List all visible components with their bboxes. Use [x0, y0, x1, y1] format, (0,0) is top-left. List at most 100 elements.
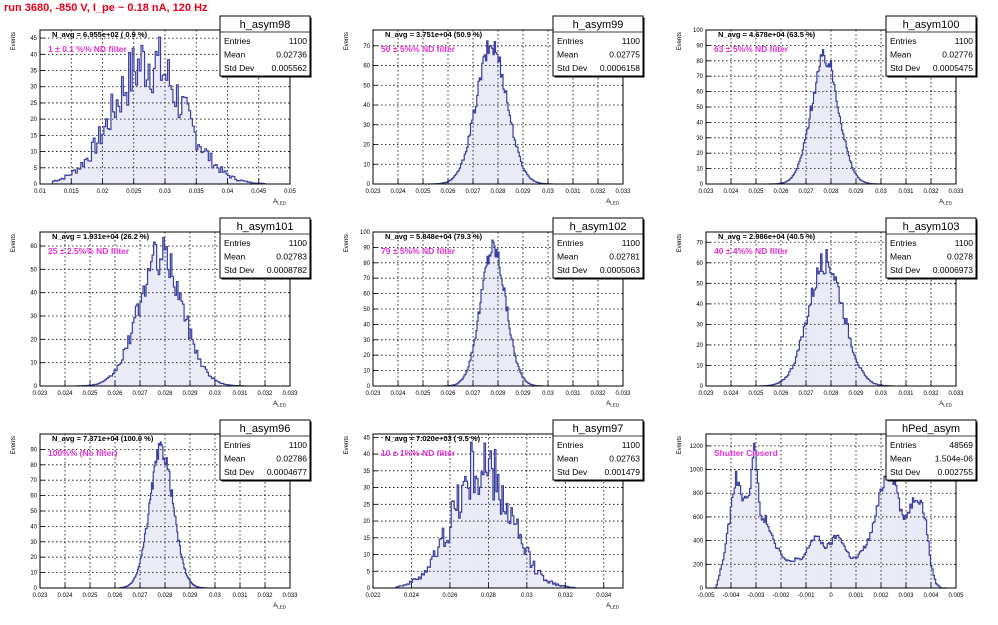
histogram-bin: [462, 379, 463, 386]
histogram-bin: [126, 348, 128, 386]
histogram-bin: [128, 584, 130, 588]
y-tick-label: 70: [363, 44, 370, 50]
x-tick-label: 0.023: [698, 391, 714, 397]
histogram-bin: [481, 63, 483, 184]
histogram-bin: [527, 382, 528, 386]
histogram-title: N_avg = 7.371e+04 (100.0 %): [52, 434, 154, 443]
histogram-bin: [173, 507, 175, 588]
histogram-bin: [503, 89, 505, 184]
histogram-bin: [805, 133, 807, 184]
histogram-bin: [473, 345, 474, 386]
histogram-bin: [413, 578, 416, 588]
histogram-bin: [185, 573, 187, 588]
histogram-bin: [416, 579, 419, 588]
histogram-bin: [490, 45, 492, 184]
y-tick-label: 90: [30, 447, 37, 453]
histogram-pad: 0.023 0.024 0.025 0.026 0.027 0.028 0.029 0.03 0…: [677, 15, 978, 206]
stats-label: Mean: [224, 50, 246, 60]
histogram-bin: [874, 383, 877, 386]
stats-label: Std Dev: [224, 63, 255, 73]
histogram-bin: [853, 355, 856, 386]
y-tick-label: 30: [363, 123, 370, 129]
histogram-bin: [457, 485, 459, 588]
histogram-bin: [495, 52, 497, 184]
histogram-bin: [500, 77, 502, 184]
histogram-bin: [467, 369, 468, 386]
histogram-bin: [833, 535, 835, 588]
histogram-bin: [540, 573, 543, 588]
histogram-bin: [470, 360, 471, 386]
x-tick-label: 0.031: [565, 189, 581, 195]
filter-note: 100%% (No filter): [48, 448, 118, 458]
histogram-bin: [825, 547, 828, 588]
histogram-bin: [873, 383, 875, 386]
histogram-bin: [791, 368, 793, 386]
histogram-bin: [538, 182, 540, 184]
histogram-bin: [473, 492, 476, 588]
y-tick-label: 40: [30, 52, 37, 58]
x-tick-label: 0.027: [798, 391, 814, 397]
histogram-bin: [803, 143, 805, 184]
x-axis-title: ALED: [939, 401, 953, 408]
x-axis-title: ALED: [606, 401, 620, 408]
x-tick-label: -0.004: [722, 593, 740, 599]
histogram-bin: [222, 383, 224, 386]
histogram-bin: [807, 547, 810, 588]
histogram-bin: [183, 568, 185, 588]
y-tick-label: 1000: [690, 468, 704, 474]
histogram-bin: [240, 180, 242, 184]
histogram-bin: [75, 173, 78, 184]
histogram-bin: [130, 333, 133, 386]
histogram-bin: [174, 106, 177, 184]
histogram-bin: [534, 573, 537, 588]
histogram-bin: [465, 374, 466, 386]
histogram-bin: [217, 381, 220, 386]
histogram-bin: [139, 70, 142, 184]
histogram-bin: [476, 478, 479, 588]
histogram-bin: [780, 380, 783, 386]
histogram-bin: [769, 531, 771, 588]
histogram-bin: [183, 563, 184, 588]
stats-label: Std Dev: [890, 265, 921, 275]
histogram-bin: [894, 478, 896, 588]
histogram-bin: [150, 493, 152, 588]
y-tick-label: 10: [696, 363, 703, 369]
stats-label: Entries: [224, 440, 250, 450]
stats-value: 1100: [955, 238, 974, 248]
histogram-bin: [784, 559, 786, 588]
x-tick-label: -0.003: [747, 593, 765, 599]
histogram-bin: [513, 346, 514, 386]
histogram-bin: [489, 450, 492, 588]
histogram-bin: [164, 249, 166, 386]
histogram-bin: [825, 65, 827, 184]
histogram-bin: [496, 249, 497, 386]
histogram-bin: [451, 501, 453, 588]
x-tick-label: -0.002: [772, 593, 790, 599]
histogram-bin: [851, 558, 853, 588]
histogram-bin: [149, 499, 151, 588]
histogram-bin: [190, 582, 192, 588]
x-tick-label: 0.027: [465, 391, 481, 397]
histogram-bin: [890, 478, 892, 588]
histogram-bin: [807, 127, 809, 184]
histogram-bin: [101, 381, 104, 386]
histogram-bin: [514, 353, 515, 386]
histogram-bin: [912, 497, 914, 588]
histogram-bin: [497, 257, 498, 386]
histogram-bin: [236, 180, 239, 184]
histogram-bin: [778, 548, 780, 588]
histogram-bin: [191, 339, 194, 386]
histogram-bin: [518, 152, 520, 184]
histogram-bin: [453, 177, 455, 184]
y-tick-label: 50: [363, 83, 370, 89]
histogram-bin: [533, 180, 535, 184]
histogram-bin: [138, 566, 140, 588]
x-tick-label: 0.027: [465, 189, 481, 195]
histogram-bin: [909, 504, 912, 588]
histogram-bin: [871, 532, 873, 588]
histogram-bin: [111, 375, 113, 386]
histogram-bin: [97, 383, 99, 386]
histogram-bin: [150, 261, 153, 386]
x-tick-label: 0.005: [948, 593, 964, 599]
